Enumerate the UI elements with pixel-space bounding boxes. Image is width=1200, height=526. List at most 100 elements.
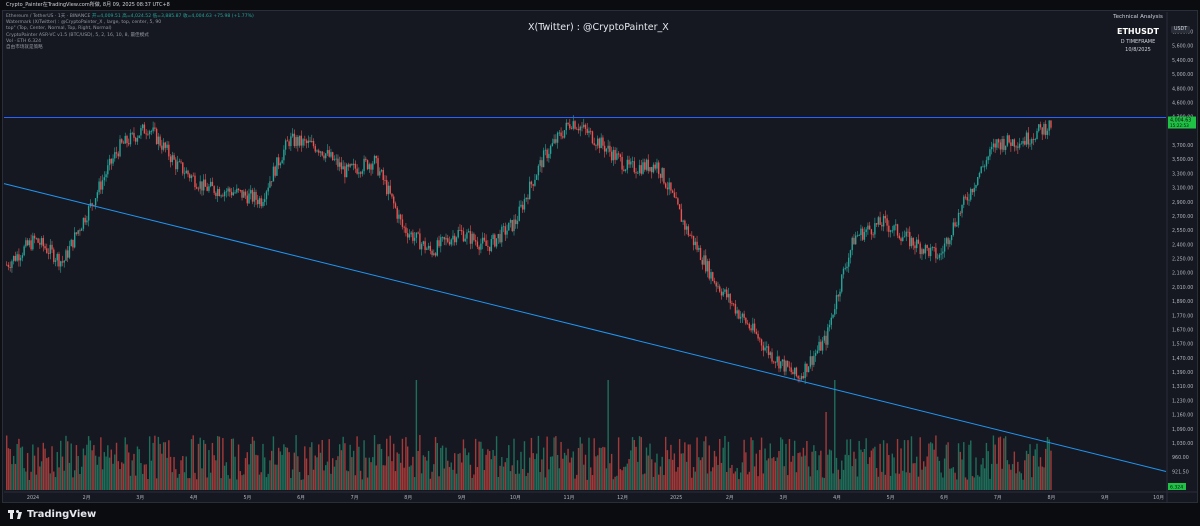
candle-body: [992, 143, 995, 147]
current-price-badge[interactable]: [1168, 116, 1196, 129]
candle-body: [220, 195, 222, 197]
volume-bar: [337, 456, 339, 490]
volume-bar: [312, 469, 315, 490]
candle-body: [192, 175, 194, 177]
volume-bar: [806, 440, 808, 490]
volume-bar: [1045, 448, 1047, 490]
candle-body: [687, 226, 690, 236]
price-tick-label: 1,390.00: [1172, 370, 1193, 376]
candle-body: [640, 165, 642, 174]
volume-bar: [344, 443, 346, 490]
volume-bar: [436, 442, 438, 490]
volume-bar: [964, 477, 967, 490]
candle-body: [830, 317, 832, 325]
candle-body: [457, 229, 459, 238]
currency-label[interactable]: USDT: [1171, 26, 1191, 33]
candle-body: [725, 289, 728, 298]
volume-bar: [881, 471, 883, 490]
candle-body: [471, 233, 473, 244]
candle-body: [443, 237, 445, 240]
volume-bar: [584, 454, 587, 490]
price-tick-label: 3,500.00: [1172, 157, 1193, 163]
candle-body: [54, 260, 57, 262]
legend-symbol[interactable]: Ethereum / TetherUS · 1天 · BINANCE: [6, 14, 91, 19]
volume-bar: [644, 473, 646, 490]
candle-body: [393, 196, 395, 204]
candle-body: [354, 163, 357, 169]
volume-bar: [877, 476, 880, 490]
volume-bar: [356, 436, 358, 490]
candle-body: [654, 164, 656, 169]
candle-body: [63, 260, 65, 263]
volume-bar: [769, 443, 771, 490]
tradingview-logo[interactable]: TradingView: [8, 509, 96, 520]
volume-bar: [712, 467, 714, 490]
volume-bar: [922, 461, 925, 490]
volume-bar: [351, 457, 353, 490]
candle-body: [312, 140, 315, 147]
volume-bar: [128, 452, 130, 490]
candle-body: [347, 164, 350, 167]
volume-bar: [1027, 453, 1029, 490]
legend-volume[interactable]: Vol · ETH 6.324: [6, 38, 42, 44]
candle-body: [900, 238, 902, 241]
candle-body: [755, 331, 758, 334]
trend-line[interactable]: [3, 183, 1167, 472]
candle-body: [621, 156, 623, 170]
volume-bar: [98, 456, 100, 490]
candle-body: [511, 220, 513, 232]
volume-bar: [978, 476, 981, 490]
time-tick-label: 10月: [1153, 495, 1164, 501]
candle-body: [337, 158, 339, 167]
volume-bar: [187, 478, 189, 490]
volume-bar: [16, 444, 18, 490]
time-tick-label: 12月: [617, 495, 628, 501]
legend-indicator-top[interactable]: top" (Top, Center, Normal, Top, Right, N…: [6, 26, 112, 32]
volume-bar: [352, 450, 355, 490]
volume-bar: [173, 457, 175, 490]
candle-body: [84, 217, 86, 223]
volume-bar: [30, 471, 32, 490]
candle-body: [736, 310, 738, 314]
candle-body: [912, 237, 914, 246]
volume-bar: [499, 465, 501, 490]
candle-body: [26, 240, 29, 246]
legend-indicator-asr[interactable]: CryptoPainter ASR-VC v1.5 (BTC/USD), 5, …: [6, 32, 149, 38]
volume-bar: [706, 473, 709, 490]
volume-bar: [759, 449, 761, 490]
candle-body: [68, 246, 71, 258]
candle-body: [532, 184, 534, 186]
volume-bar: [926, 456, 928, 490]
volume-bar: [434, 437, 437, 490]
price-tick-label: 1,670.00: [1172, 327, 1193, 333]
candle-body: [631, 161, 634, 163]
volume-bar: [982, 458, 984, 490]
candle-body: [159, 136, 161, 146]
volume-bar: [957, 443, 960, 490]
volume-bar: [912, 463, 914, 490]
tradingview-logo-icon: [8, 510, 22, 519]
volume-bar: [82, 448, 85, 490]
chart-panel[interactable]: [2, 10, 1198, 503]
candle-body: [227, 188, 229, 192]
volume-bar: [495, 436, 498, 490]
legend-indicator-watermark[interactable]: Watermark (X/Twitter) : @CryptoPainter_X…: [6, 20, 162, 26]
volume-bar: [424, 456, 426, 490]
candle-body: [670, 182, 672, 191]
candle-body: [420, 244, 423, 250]
candle-body: [807, 366, 810, 373]
volume-bar: [996, 463, 998, 490]
candle-body: [304, 139, 306, 141]
volume-bar: [56, 451, 58, 490]
candle-body: [169, 156, 172, 163]
volume-bar: [441, 445, 444, 490]
candle-body: [870, 229, 873, 235]
volume-bar: [753, 466, 756, 490]
volume-bar: [283, 444, 285, 490]
candle-body: [570, 128, 573, 130]
candle-body: [719, 286, 721, 292]
volume-bar: [319, 452, 322, 490]
candle-body: [73, 232, 76, 248]
volume-bar: [645, 447, 648, 490]
